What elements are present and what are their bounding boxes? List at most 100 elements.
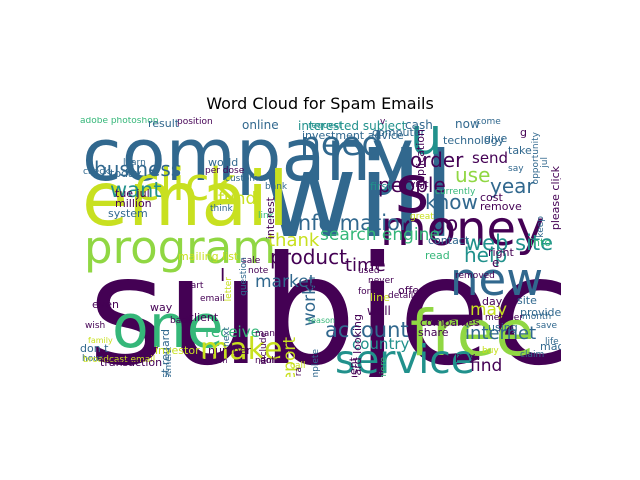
word-note: note	[248, 266, 269, 276]
word-keep: keep	[536, 216, 546, 238]
word-company: company	[82, 117, 414, 197]
word-letter: letter	[224, 277, 234, 302]
word-remove: remove	[480, 200, 522, 213]
word-world: world	[208, 156, 239, 169]
word-interested-subject: interested subject	[298, 119, 407, 133]
word-call: call	[290, 361, 306, 371]
word-click: click	[135, 158, 236, 211]
word-search-engine: search engine	[320, 225, 440, 245]
word-pay: pay	[455, 350, 476, 363]
word-think: think	[210, 204, 233, 214]
word-s: s	[395, 151, 430, 228]
word-even: even	[92, 298, 120, 311]
word-cash: cash	[405, 118, 433, 132]
word-offer: offer	[398, 284, 424, 297]
word-question: question	[239, 257, 249, 296]
word-provide: provide	[520, 306, 561, 319]
word-investment-advice: investment advice	[302, 129, 404, 142]
word-name: name	[255, 356, 281, 366]
word-contact: contact	[428, 234, 470, 247]
word-cloud: subjectwillcompany email free one su money pro…	[80, 117, 561, 377]
word-application: application	[414, 129, 427, 190]
word-learn: learn	[123, 158, 146, 168]
word-save: save	[536, 321, 558, 331]
word-never: never	[368, 276, 394, 286]
word-service: service	[335, 338, 475, 377]
word-member: member	[485, 313, 524, 323]
word-come: come	[476, 117, 501, 127]
word-give: give	[484, 132, 508, 145]
word-using: using	[488, 321, 518, 334]
word-will: will	[262, 127, 456, 264]
word-detail: detail	[388, 291, 414, 301]
word-adobe-premiere: adobe premiere	[379, 357, 389, 377]
word-make: make	[200, 332, 283, 367]
word-time: time	[345, 255, 386, 276]
word-people: people	[378, 173, 446, 197]
word-take: take	[508, 144, 532, 157]
word-link: link	[258, 211, 274, 221]
word-currently: currently	[435, 187, 476, 197]
word-million: million	[115, 197, 152, 210]
word-help: help	[464, 243, 508, 267]
word-know: know	[425, 190, 478, 214]
word-program: program	[84, 221, 277, 274]
word-client: client	[188, 311, 219, 324]
word-first: first	[370, 180, 392, 193]
word-information: information	[292, 211, 414, 235]
word-now: now	[455, 117, 480, 131]
word-month: month	[522, 312, 552, 322]
word-complete: complete	[311, 349, 321, 377]
word-share: share	[418, 326, 449, 339]
word-many: many	[255, 329, 281, 339]
word-sale: sale	[242, 256, 261, 266]
word-look: look	[310, 283, 329, 293]
word-visit: visit	[410, 180, 429, 190]
word-system: system	[108, 207, 148, 220]
word-new: new	[450, 253, 544, 306]
word-fund: fund	[218, 189, 257, 209]
word-site: site	[517, 294, 537, 307]
word-don-t: don t	[80, 342, 109, 355]
word-form: form	[358, 287, 379, 297]
word-computer: computer	[372, 126, 426, 139]
word-tue-jul: tue jul	[115, 187, 150, 200]
word-u: u	[410, 117, 443, 167]
word-may: may	[470, 300, 508, 320]
word-check: check	[83, 167, 110, 177]
word-position: position	[177, 117, 213, 127]
word-money: money	[380, 201, 545, 257]
word-companies: companies	[420, 316, 480, 329]
word-v: v	[380, 117, 386, 127]
word-dollar: dollar	[260, 356, 286, 366]
word-into: into	[530, 236, 552, 249]
word-mailing-list: mailing list	[178, 250, 239, 263]
word-result: result	[148, 117, 180, 130]
word-family: family	[88, 336, 113, 345]
word-interest: interest	[264, 197, 277, 240]
word-year: year	[490, 174, 535, 198]
word-number: number	[208, 344, 251, 357]
word-life: life	[545, 337, 559, 347]
word-free: free	[410, 297, 535, 370]
word-go: go	[432, 212, 459, 236]
word-back: back	[170, 316, 192, 326]
word-account: account	[325, 318, 409, 342]
chart-title: Word Cloud for Spam Emails	[206, 94, 434, 113]
word-subject: subject	[88, 225, 561, 377]
word-way: way	[150, 301, 173, 314]
word-send: send	[472, 149, 509, 167]
word-web-site: web site	[465, 231, 554, 255]
word-need: need	[300, 124, 383, 163]
word-one: one	[112, 292, 224, 362]
word-order: order	[410, 148, 464, 172]
word-email: email	[200, 294, 225, 304]
word-right: right	[488, 246, 514, 259]
word-removed: removed	[455, 271, 495, 281]
word-hour: hour	[82, 354, 103, 364]
word-country: country	[352, 335, 410, 353]
word-reason: reason	[308, 316, 336, 325]
word-used: used	[358, 266, 380, 276]
word-made: made	[540, 340, 561, 353]
word-customer: customer	[225, 174, 268, 184]
